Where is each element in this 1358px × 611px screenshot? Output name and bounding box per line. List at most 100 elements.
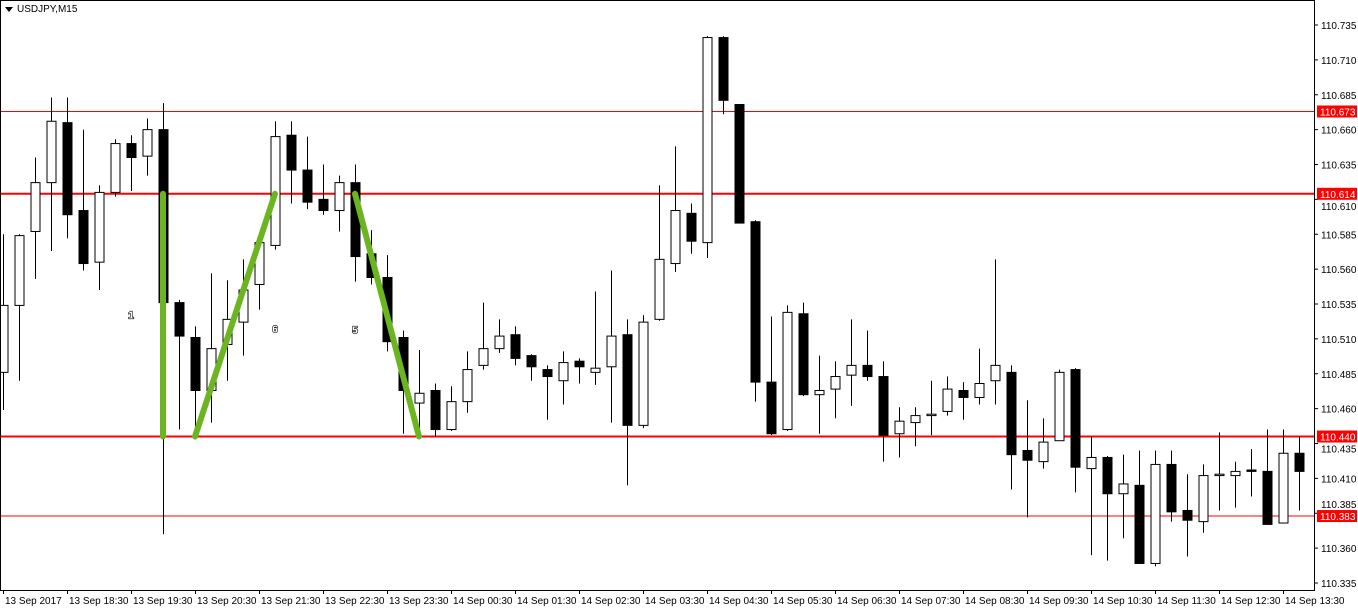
y-tick-label: 110.635 <box>1321 161 1357 172</box>
x-tick-label: 14 Sep 09:30 <box>1029 596 1089 607</box>
x-tick-label: 14 Sep 05:30 <box>773 596 833 607</box>
candle-body <box>606 335 617 368</box>
y-tick-label: 110.335 <box>1321 579 1357 590</box>
candle-body <box>670 210 681 265</box>
candle <box>1038 418 1049 469</box>
candle-body <box>798 313 809 396</box>
candle <box>702 36 713 258</box>
y-tick-label: 110.535 <box>1321 300 1357 311</box>
candle <box>1294 436 1305 511</box>
x-tick-label: 14 Sep 07:30 <box>901 596 961 607</box>
candle <box>14 234 25 381</box>
candle-body <box>910 415 921 424</box>
candle <box>926 380 937 436</box>
candle <box>1262 429 1273 525</box>
candle-body <box>46 120 57 184</box>
candle <box>830 361 841 419</box>
y-tick-label: 110.685 <box>1321 91 1357 102</box>
y-tick-label: 110.560 <box>1321 265 1357 276</box>
x-tick-label: 14 Sep 10:30 <box>1093 596 1153 607</box>
candle <box>414 350 425 437</box>
candle <box>1070 368 1081 493</box>
symbol-title: USDJPY,M15 <box>17 4 78 15</box>
candle <box>1 234 9 411</box>
candle-body <box>974 383 985 398</box>
candle-body <box>990 364 1001 382</box>
candle <box>750 220 761 402</box>
candle-body <box>478 348 489 366</box>
candle-body <box>558 362 569 382</box>
price-label: 110.440 <box>1320 433 1356 444</box>
candle-body <box>894 420 905 435</box>
candle <box>1198 464 1209 533</box>
candle-body <box>1182 509 1193 521</box>
candle-body <box>1070 369 1081 468</box>
price-label-bg <box>1317 430 1357 443</box>
candle-body <box>30 182 41 232</box>
price-label-bg <box>1317 187 1357 200</box>
y-tick-label: 110.610 <box>1321 202 1357 213</box>
candle <box>1134 450 1145 564</box>
candle <box>766 316 777 436</box>
candle <box>1150 450 1161 567</box>
candle-body <box>446 401 457 431</box>
candle-body <box>1054 371 1065 442</box>
x-tick-label: 14 Sep 11:30 <box>1157 596 1216 607</box>
candle-body <box>78 210 89 265</box>
candle-body <box>462 369 473 403</box>
y-tick-label: 110.410 <box>1321 474 1357 485</box>
y-tick-label: 110.385 <box>1321 500 1357 511</box>
candle <box>94 185 105 291</box>
candle <box>462 351 473 413</box>
candle-body <box>1118 483 1129 495</box>
wave-label: 1 <box>128 310 134 321</box>
candle-body <box>318 198 329 212</box>
candle <box>1086 436 1097 556</box>
price-label: 110.383 <box>1320 512 1356 523</box>
candle-body <box>750 221 761 383</box>
candle-body <box>622 334 633 426</box>
candle-body <box>510 334 521 359</box>
candle <box>494 319 505 353</box>
y-tick-label: 110.360 <box>1321 544 1357 555</box>
x-tick-label: 14 Sep 02:30 <box>581 596 641 607</box>
x-tick-label: 13 Sep 2017 <box>5 596 62 607</box>
candle <box>190 326 201 430</box>
candle <box>670 146 681 272</box>
candle <box>1118 454 1129 539</box>
x-tick-label: 13 Sep 21:30 <box>261 596 321 607</box>
y-tick-label: 110.585 <box>1321 230 1357 241</box>
candle <box>78 129 89 271</box>
candle <box>126 135 137 192</box>
triangle-down-icon[interactable] <box>5 7 13 12</box>
candle-body <box>958 389 969 398</box>
candle <box>1054 369 1065 442</box>
candle-body <box>830 376 841 390</box>
candle-body <box>718 37 729 101</box>
candle <box>30 157 41 279</box>
x-tick-label: 13 Sep 18:30 <box>69 596 129 607</box>
candle-body <box>1134 484 1145 564</box>
candle <box>1022 400 1033 518</box>
candle <box>606 270 617 423</box>
candle <box>1214 432 1225 511</box>
candle <box>686 203 697 254</box>
candle-body <box>174 302 185 337</box>
candle <box>286 121 297 204</box>
candle-body <box>62 122 73 216</box>
candle-body <box>702 37 713 244</box>
candle-body <box>1166 463 1177 513</box>
x-tick-label: 13 Sep 22:30 <box>325 596 385 607</box>
y-tick-label: 110.485 <box>1321 370 1357 381</box>
candle-body <box>782 311 793 431</box>
candle <box>110 139 121 197</box>
y-tick-label: 110.710 <box>1321 56 1357 67</box>
candle <box>846 319 857 406</box>
candle-body <box>334 182 345 212</box>
candle-body <box>302 169 313 203</box>
candle-body <box>734 104 745 224</box>
candle-body <box>814 389 825 396</box>
x-tick-label: 13 Sep 20:30 <box>197 596 257 607</box>
candle <box>1006 365 1017 490</box>
